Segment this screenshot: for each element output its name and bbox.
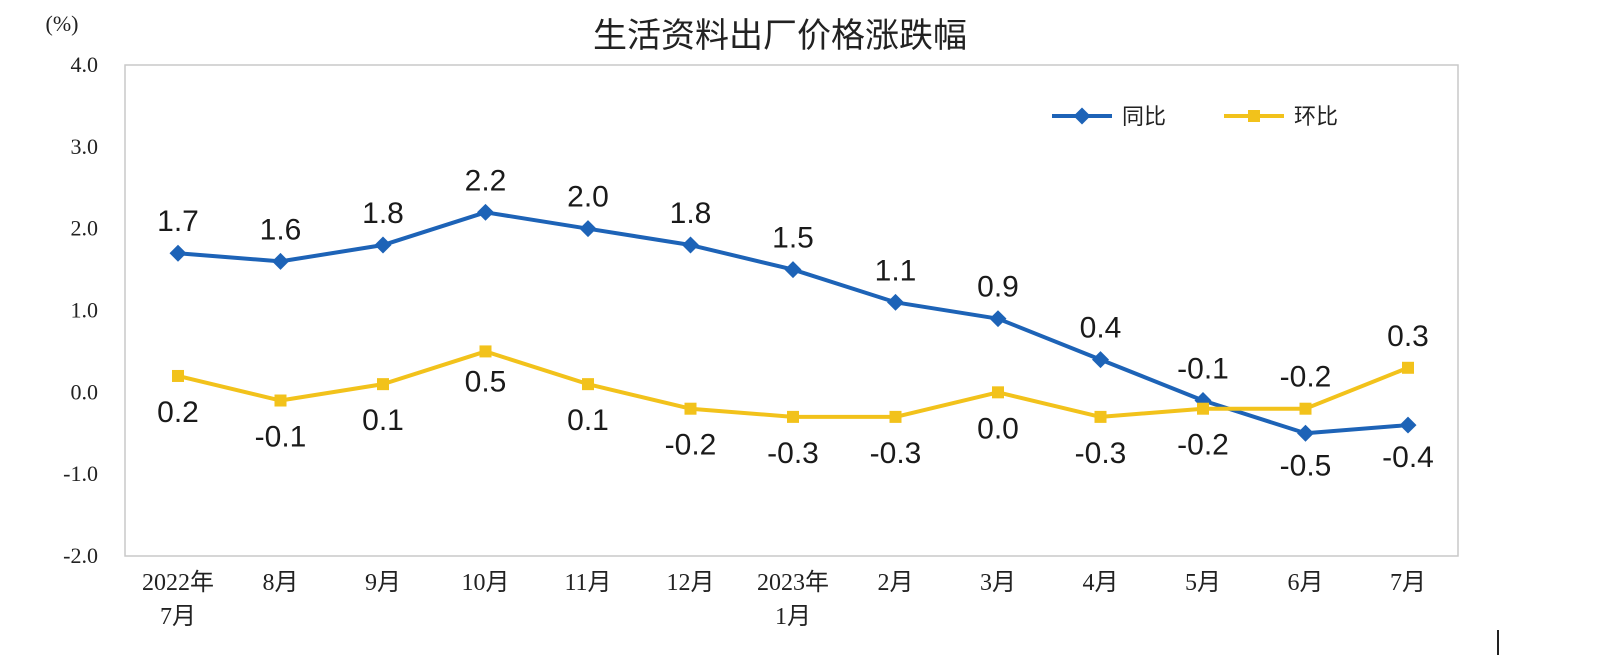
legend-marker-yoy-icon: [1073, 107, 1091, 125]
yoy-data-label: 1.7: [157, 205, 199, 238]
x-tick-label: 5月: [1185, 570, 1221, 596]
yoy-data-label: -0.1: [1177, 353, 1229, 386]
mom-data-label: -0.3: [870, 437, 922, 470]
yoy-data-label: 0.4: [1080, 312, 1122, 345]
y-tick-label: 4.0: [71, 52, 99, 77]
x-tick-label: 2月: [878, 570, 914, 596]
mom-data-label: 0.1: [567, 404, 609, 437]
mom-point: [787, 410, 799, 423]
plot-area: [124, 64, 1459, 557]
x-tick-label: 12月: [667, 570, 715, 596]
mom-data-label: 0.5: [465, 365, 507, 398]
y-axis: 4.0 3.0 2.0 1.0 0.0 -1.0 -2.0: [63, 52, 98, 568]
x-tick-label: 2022年 7月: [142, 569, 214, 630]
yoy-data-label: -0.5: [1280, 449, 1332, 482]
mom-data-label: 0.2: [157, 396, 199, 429]
mom-point: [479, 345, 492, 358]
yoy-point: [682, 236, 699, 254]
mom-point: [1402, 361, 1414, 374]
yoy-data-label: 1.1: [875, 254, 917, 287]
y-unit-label: (%): [46, 11, 79, 36]
mom-data-label: 0.1: [362, 404, 404, 437]
yoy-data-label: 0.9: [977, 271, 1019, 304]
chart-title: 生活资料出厂价格涨跌幅: [593, 16, 967, 56]
yoy-point: [1092, 351, 1109, 369]
yoy-point: [477, 203, 494, 221]
y-tick-label: 1.0: [71, 298, 99, 323]
yoy-point: [579, 220, 597, 238]
mom-point: [992, 386, 1004, 399]
x-tick-label: 7月: [1390, 570, 1426, 596]
mom-point: [582, 378, 594, 391]
legend-label-mom: 环比: [1294, 105, 1338, 130]
yoy-point: [887, 293, 904, 311]
mom-data-label: -0.3: [1075, 437, 1127, 470]
mom-point: [684, 402, 697, 415]
mom-point: [889, 410, 902, 423]
yoy-data-label: 1.6: [260, 213, 302, 246]
mom-data-label: -0.3: [767, 437, 819, 470]
yoy-data-label: 1.8: [670, 197, 712, 230]
yoy-point: [272, 252, 289, 270]
x-tick-label: 11月: [564, 570, 611, 596]
yoy-point: [1399, 416, 1417, 434]
mom-data-label: -0.2: [1280, 361, 1332, 394]
legend-marker-mom-icon: [1248, 110, 1260, 122]
yoy-data-label: 1.8: [362, 197, 404, 230]
mom-point: [1197, 402, 1209, 415]
mom-data-label: -0.1: [255, 421, 307, 454]
legend: 同比 环比: [1052, 105, 1338, 130]
yoy-point: [1297, 424, 1314, 442]
yoy-data-label: 2.0: [567, 181, 609, 214]
x-axis: 2022年 7月 8月 9月 10月 11月 12月 2023年 1月 2月 3月 4月 5月 6月 7月: [142, 569, 1426, 630]
mom-point: [274, 394, 287, 407]
yoy-point: [374, 236, 392, 254]
yoy-data-label: -0.4: [1382, 441, 1434, 474]
yoy-data-label: 2.2: [465, 164, 507, 197]
mom-data-label: 0.0: [977, 412, 1019, 445]
legend-label-yoy: 同比: [1122, 105, 1166, 130]
x-tick-label: 8月: [263, 570, 299, 596]
yoy-point: [169, 244, 187, 262]
x-tick-label: 4月: [1083, 570, 1119, 596]
yoy-point: [784, 261, 802, 279]
y-tick-label: 2.0: [71, 216, 99, 241]
mom-point: [1299, 402, 1312, 415]
mom-data-label: -0.2: [665, 429, 717, 462]
y-tick-label: -1.0: [63, 461, 98, 486]
yoy-point: [989, 310, 1007, 328]
y-tick-label: 0.0: [71, 379, 99, 404]
data-labels: 1.7 1.6 1.8 2.2 2.0 1.8 1.5 1.1 0.9 0.4 -0.1 -0.5 -0…: [157, 164, 1434, 482]
x-tick-label: 10月: [462, 570, 510, 596]
mom-point: [377, 378, 389, 391]
y-tick-label: -2.0: [63, 543, 98, 568]
series-layer: [169, 203, 1417, 442]
mom-point: [1094, 410, 1107, 423]
x-tick-label: 2023年 1月: [757, 569, 829, 630]
mom-data-label: -0.2: [1177, 429, 1229, 462]
mom-point: [172, 369, 184, 382]
y-tick-label: 3.0: [71, 134, 99, 159]
x-tick-label: 3月: [980, 570, 1016, 596]
mom-data-label: 0.3: [1387, 320, 1429, 353]
yoy-data-label: 1.5: [772, 222, 814, 255]
x-tick-label: 9月: [365, 570, 401, 596]
x-tick-label: 6月: [1288, 570, 1324, 596]
